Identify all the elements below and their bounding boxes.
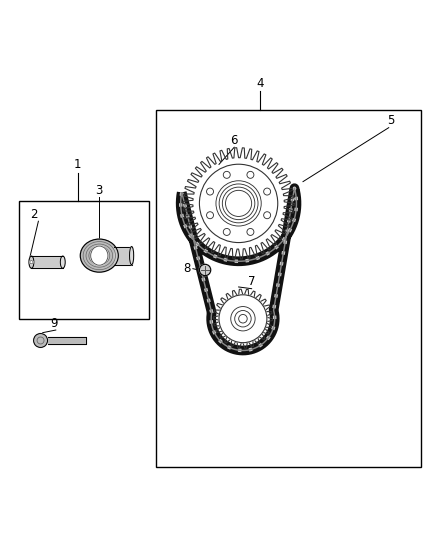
Ellipse shape — [29, 256, 34, 268]
Text: 6: 6 — [230, 134, 238, 147]
Bar — [114, 247, 131, 265]
Ellipse shape — [60, 256, 65, 268]
Text: 5: 5 — [387, 114, 395, 127]
Text: 3: 3 — [95, 184, 103, 197]
Text: 1: 1 — [74, 158, 81, 171]
Bar — [32, 256, 63, 268]
Circle shape — [264, 188, 271, 195]
Circle shape — [30, 261, 33, 264]
Circle shape — [223, 229, 230, 236]
Bar — [19, 201, 149, 319]
Ellipse shape — [130, 247, 134, 265]
Circle shape — [34, 334, 47, 348]
Text: 8: 8 — [184, 262, 191, 275]
Circle shape — [207, 212, 213, 219]
Circle shape — [207, 188, 213, 195]
Circle shape — [199, 264, 211, 276]
Circle shape — [247, 229, 254, 236]
Circle shape — [199, 164, 278, 243]
Text: 7: 7 — [248, 275, 255, 288]
Text: 4: 4 — [257, 77, 264, 90]
Circle shape — [223, 172, 230, 179]
Text: 2: 2 — [30, 208, 38, 221]
Ellipse shape — [91, 246, 108, 265]
Ellipse shape — [80, 239, 118, 272]
Circle shape — [247, 172, 254, 179]
Circle shape — [264, 212, 271, 219]
Circle shape — [219, 295, 267, 343]
Text: 9: 9 — [50, 317, 57, 329]
Bar — [156, 110, 421, 467]
